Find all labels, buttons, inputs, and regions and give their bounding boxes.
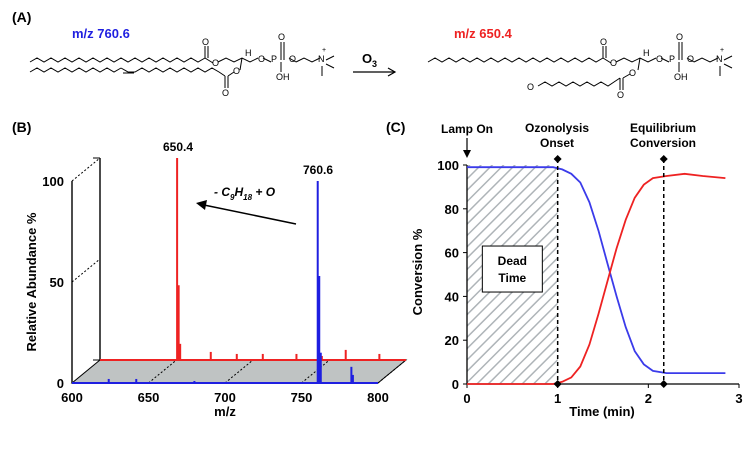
c-y-tick-label: 0 xyxy=(452,377,459,392)
svg-text:O: O xyxy=(289,54,296,64)
svg-text:+: + xyxy=(322,47,326,54)
lamp-on-label: Lamp On xyxy=(441,122,493,136)
svg-text:O: O xyxy=(610,58,617,68)
svg-text:OH: OH xyxy=(276,72,290,82)
dead-time-label-box: Dead Time xyxy=(481,245,543,293)
svg-text:O: O xyxy=(617,90,624,100)
svg-text:O: O xyxy=(278,32,285,42)
c-y-tick-label: 80 xyxy=(445,202,459,217)
c-y-tick-label: 100 xyxy=(437,158,459,173)
reactant-mz-label: m/z 760.6 xyxy=(72,26,130,41)
neutral-loss-label: - C9H18 + O xyxy=(214,185,276,202)
panel-b: (B) 600 650 700 750 800 0 50 100 650.4 760.6 - … xyxy=(12,119,408,419)
svg-text:O: O xyxy=(676,32,683,42)
svg-text:P: P xyxy=(669,54,675,64)
svg-text:O: O xyxy=(600,37,607,47)
c-x-tick-label: 2 xyxy=(645,391,652,406)
peak-label-760: 760.6 xyxy=(303,163,333,177)
dead-time-line1: Dead xyxy=(498,254,527,268)
svg-text:O: O xyxy=(527,82,534,92)
c-y-title: Conversion % xyxy=(410,228,425,315)
b-y-tick-label: 50 xyxy=(50,275,64,290)
svg-text:H: H xyxy=(643,48,650,58)
panel-c-label: (C) xyxy=(386,119,405,135)
svg-text:O: O xyxy=(656,54,663,64)
c-y-tick-label: 60 xyxy=(445,246,459,261)
spectrum-peaks xyxy=(72,158,406,384)
svg-text:O: O xyxy=(258,54,265,64)
b-x-tick-label: 700 xyxy=(214,390,236,405)
c-x-tick-label: 3 xyxy=(735,391,742,406)
equilibrium-conversion-diamond xyxy=(659,380,668,388)
reactant-curve xyxy=(467,166,726,375)
product-structure xyxy=(427,42,733,90)
c-axes: 0 20 40 60 80 100 0 1 2 3 xyxy=(437,158,742,406)
peak-label-650: 650.4 xyxy=(163,140,193,154)
svg-text:P: P xyxy=(271,54,277,64)
ozonolysis-onset-diamond xyxy=(553,380,562,388)
svg-text:OH: OH xyxy=(674,72,688,82)
svg-text:H: H xyxy=(245,48,252,58)
svg-text:O: O xyxy=(687,54,694,64)
conversion-curves xyxy=(467,166,726,385)
product-mz-label: m/z 650.4 xyxy=(454,26,513,41)
svg-text:O: O xyxy=(222,88,229,98)
ozonolysis-label-line2: Onset xyxy=(540,136,574,150)
b-y-tick-label: 100 xyxy=(42,174,64,189)
c-x-tick-label: 1 xyxy=(554,391,561,406)
svg-text:O: O xyxy=(629,68,636,78)
b-y-tick-label: 0 xyxy=(57,376,64,391)
b-x-tick-label: 800 xyxy=(367,390,389,405)
svg-text:+: + xyxy=(720,47,724,54)
reactant-structure xyxy=(29,42,335,88)
lamp-on-arrowhead xyxy=(463,150,471,158)
b-x-tick-label: 600 xyxy=(61,390,83,405)
b-y-title: Relative Abundance % xyxy=(24,212,39,351)
c-x-tick-label: 0 xyxy=(463,391,470,406)
svg-text:O: O xyxy=(202,37,209,47)
b-x-tick-label: 750 xyxy=(291,390,313,405)
c-x-title: Time (min) xyxy=(569,404,635,419)
equilibrium-label-line1: Equilibrium xyxy=(630,121,696,135)
equilibrium-conversion-diamond xyxy=(659,155,668,163)
dead-time-line2: Time xyxy=(498,271,526,285)
c-y-tick-label: 20 xyxy=(445,333,459,348)
panel-b-label: (B) xyxy=(12,119,31,135)
panel-a-label: (A) xyxy=(12,9,31,25)
loss-arrowhead xyxy=(196,200,207,210)
loss-arrow xyxy=(203,204,297,225)
ozonolysis-onset-diamond xyxy=(553,155,562,163)
ozonolysis-label-line1: Ozonolysis xyxy=(525,121,589,135)
svg-text:O: O xyxy=(362,51,372,66)
c-y-tick-label: 40 xyxy=(445,289,459,304)
b-tick-labels: 600 650 700 750 800 0 50 100 xyxy=(42,174,389,405)
panel-c: (C) Dead Time 0 20 40 60 80 100 0 1 2 3 Lamp On O… xyxy=(386,119,743,419)
reaction-arrow: O 3 xyxy=(353,51,397,77)
svg-text:N: N xyxy=(716,54,723,64)
product-curve xyxy=(467,172,726,385)
depth-guides xyxy=(71,157,101,283)
svg-text:O: O xyxy=(212,58,219,68)
b-x-tick-label: 650 xyxy=(138,390,160,405)
spectrum-floor xyxy=(70,359,408,384)
svg-text:O: O xyxy=(233,66,240,76)
c-markers xyxy=(553,155,668,388)
b-x-title: m/z xyxy=(214,404,236,419)
svg-text:3: 3 xyxy=(372,59,377,69)
svg-text:N: N xyxy=(318,54,325,64)
equilibrium-label-line2: Conversion xyxy=(630,136,696,150)
